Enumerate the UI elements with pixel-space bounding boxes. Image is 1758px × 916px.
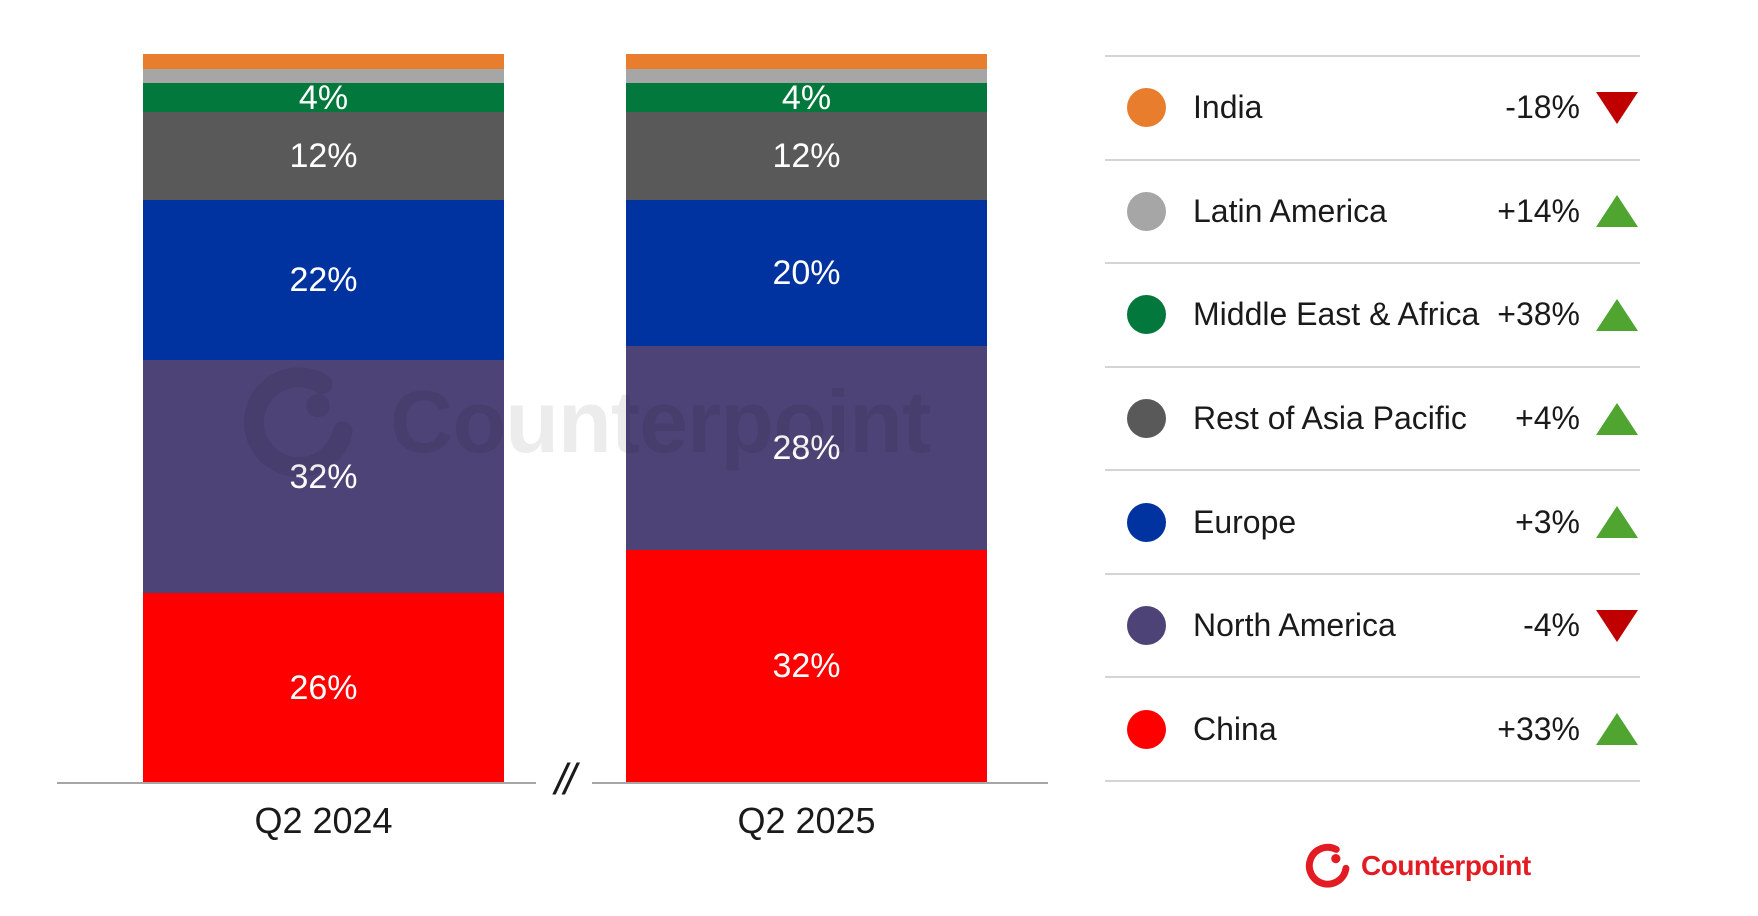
legend-row-middle-east-africa: Middle East & Africa +38% [1105, 264, 1640, 368]
legend-change-value: +14% [1497, 192, 1580, 229]
legend-change-value: +3% [1515, 503, 1580, 540]
legend-change-value: +4% [1515, 400, 1580, 437]
triangle-up-icon [1596, 402, 1638, 435]
legend-swatch [1127, 606, 1166, 646]
x-axis-line-left [57, 782, 536, 784]
legend-row-india: India -18% [1105, 57, 1640, 161]
segment-label: 22% [289, 260, 358, 299]
segment-china: 32% [626, 549, 987, 783]
legend-label: China [1193, 710, 1277, 747]
legend-swatch [1127, 88, 1166, 128]
segment-rest-of-asia-pacific: 12% [143, 112, 504, 200]
triangle-up-icon [1596, 506, 1638, 539]
x-axis-label: Q2 2024 [254, 800, 393, 841]
triangle-up-icon [1596, 298, 1638, 331]
segment-europe: 22% [143, 199, 504, 361]
legend-swatch [1127, 709, 1166, 749]
legend-swatch [1127, 399, 1166, 439]
triangle-up-icon [1596, 195, 1638, 228]
segment-north-america: 28% [626, 345, 987, 550]
legend-swatch [1127, 191, 1166, 231]
legend-change-value: -18% [1505, 89, 1580, 126]
triangle-down-icon [1596, 91, 1638, 124]
stacked-bar-q2-2024: 4% 12% 22% 32% 26% [143, 54, 504, 783]
legend-row-china: China +33% [1105, 678, 1640, 783]
legend-row-latin-america: Latin America +14% [1105, 161, 1640, 265]
counterpoint-logo-icon [1305, 843, 1350, 888]
legend-swatch [1127, 295, 1166, 335]
segment-label: 12% [772, 137, 841, 176]
legend-change-value: +38% [1497, 296, 1580, 333]
segment-china: 26% [143, 593, 504, 783]
legend-row-north-america: North America -4% [1105, 575, 1640, 679]
segment-india [626, 54, 987, 69]
legend-label: Europe [1193, 503, 1297, 540]
segment-latin-america [626, 68, 987, 84]
counterpoint-logo-text: Counterpoint [1361, 850, 1531, 881]
legend-label: Middle East & Africa [1193, 296, 1480, 333]
legend-label: Rest of Asia Pacific [1193, 400, 1467, 437]
segment-label: 32% [289, 457, 358, 496]
legend-change-value: -4% [1523, 607, 1580, 644]
segment-label: 4% [781, 78, 832, 117]
segment-rest-of-asia-pacific: 12% [626, 112, 987, 200]
segment-label: 12% [289, 137, 358, 176]
segment-middle-east-africa: 4% [143, 78, 504, 117]
x-axis-label: Q2 2025 [737, 800, 876, 841]
segment-middle-east-africa: 4% [626, 78, 987, 117]
legend-label: India [1193, 89, 1263, 126]
legend-label: Latin America [1193, 192, 1387, 229]
segment-europe: 20% [626, 199, 987, 346]
segment-latin-america [143, 68, 504, 84]
legend: India -18% Latin America +14% Middle East & … [1105, 55, 1640, 783]
legend-swatch [1127, 502, 1166, 542]
axis-break-icon: // [536, 752, 592, 808]
legend-row-europe: Europe +3% [1105, 471, 1640, 575]
triangle-down-icon [1596, 609, 1638, 642]
segment-india [143, 54, 504, 69]
stacked-bar-q2-2025: 4% 12% 20% 28% 32% [626, 54, 987, 783]
segment-label: 32% [772, 647, 841, 686]
counterpoint-logo: Counterpoint [1305, 843, 1531, 889]
segment-label: 26% [289, 669, 358, 708]
segment-north-america: 32% [143, 360, 504, 594]
segment-label: 4% [298, 78, 349, 117]
triangle-up-icon [1596, 713, 1638, 746]
legend-label: North America [1193, 607, 1396, 644]
legend-change-value: +33% [1497, 710, 1580, 747]
legend-row-rest-of-asia-pacific: Rest of Asia Pacific +4% [1105, 368, 1640, 472]
x-axis-line-right [592, 782, 1048, 784]
segment-label: 28% [772, 428, 841, 467]
segment-label: 20% [772, 253, 841, 292]
